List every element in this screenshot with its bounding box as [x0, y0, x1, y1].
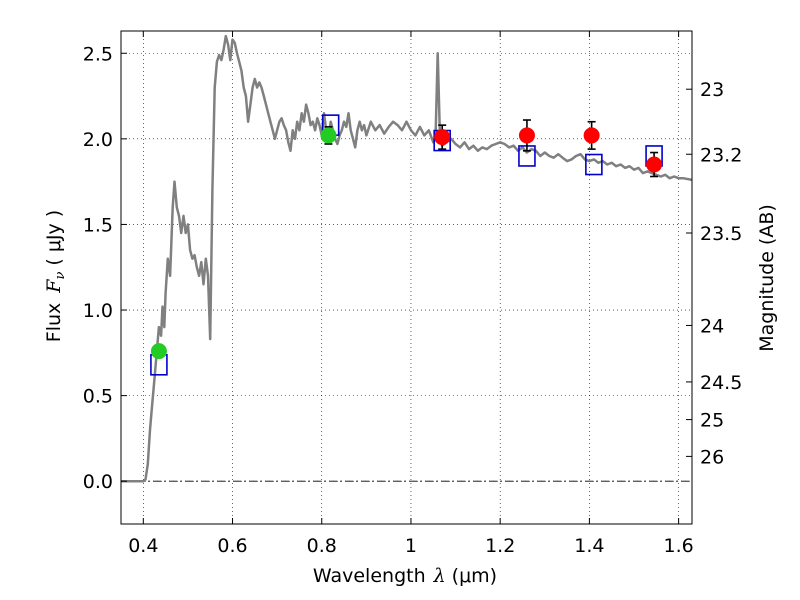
observed-photometry-point: [518, 127, 535, 144]
x-axis-ticks: 0.4 0.6 0.8 1 1.2 1.4 1.6: [128, 31, 694, 557]
y-tick-label: 2.0: [83, 129, 113, 151]
plot-area: [121, 34, 693, 483]
y-axis-label-symbol: F: [43, 279, 65, 294]
y-axis-label-subscript: ν: [53, 272, 68, 280]
y-tick-label: 1.0: [83, 300, 113, 322]
observed-photometry-point: [646, 156, 663, 173]
y-axis-label: Flux Fν ( μJy ): [43, 210, 68, 342]
magnitude-axis-ticks: 23 23.2 23.5 24 24.5 25 26: [686, 79, 742, 468]
magnitude-tick-label: 24.5: [700, 372, 742, 394]
y-tick-label: 0.0: [83, 471, 113, 493]
magnitude-tick-label: 24: [700, 315, 724, 337]
x-axis-label: Wavelength λ (μm): [313, 565, 497, 587]
x-axis-label-unit: (μm): [452, 565, 497, 587]
magnitude-tick-label: 23.5: [700, 223, 742, 245]
magnitude-axis-label: Magnitude (AB): [756, 204, 778, 352]
magnitude-tick-label: 23.2: [700, 144, 742, 166]
x-tick-label: 1: [405, 535, 417, 557]
x-axis-label-symbol: λ: [433, 565, 446, 587]
x-axis-label-text: Wavelength: [313, 565, 426, 587]
x-tick-label: 0.8: [307, 535, 337, 557]
y-axis-label-text: Flux: [43, 303, 65, 343]
magnitude-tick-label: 25: [700, 410, 724, 432]
y-axis-ticks: 0.0 0.5 1.0 1.5 2.0 2.5: [83, 43, 127, 493]
model-photometry-square: [585, 153, 603, 176]
y-tick-label: 0.5: [83, 386, 113, 408]
y-tick-label: 2.5: [83, 43, 113, 65]
observed-photometry-point: [150, 343, 167, 360]
magnitude-tick-label: 26: [700, 446, 724, 468]
observed-photometry-point: [583, 127, 600, 144]
observed-photometry-point: [434, 129, 451, 146]
x-tick-label: 0.4: [128, 535, 158, 557]
y-axis-label-unit: ( μJy ): [43, 210, 65, 266]
x-tick-label: 0.6: [217, 535, 247, 557]
x-tick-label: 1.4: [574, 535, 604, 557]
plot-frame: [120, 30, 693, 525]
x-tick-label: 1.6: [664, 535, 694, 557]
observed-photometry-point: [320, 127, 337, 144]
y-tick-label: 1.5: [83, 214, 113, 236]
x-tick-label: 1.2: [485, 535, 515, 557]
observed-photometry-markers: [150, 119, 663, 360]
magnitude-tick-label: 23: [700, 79, 724, 101]
